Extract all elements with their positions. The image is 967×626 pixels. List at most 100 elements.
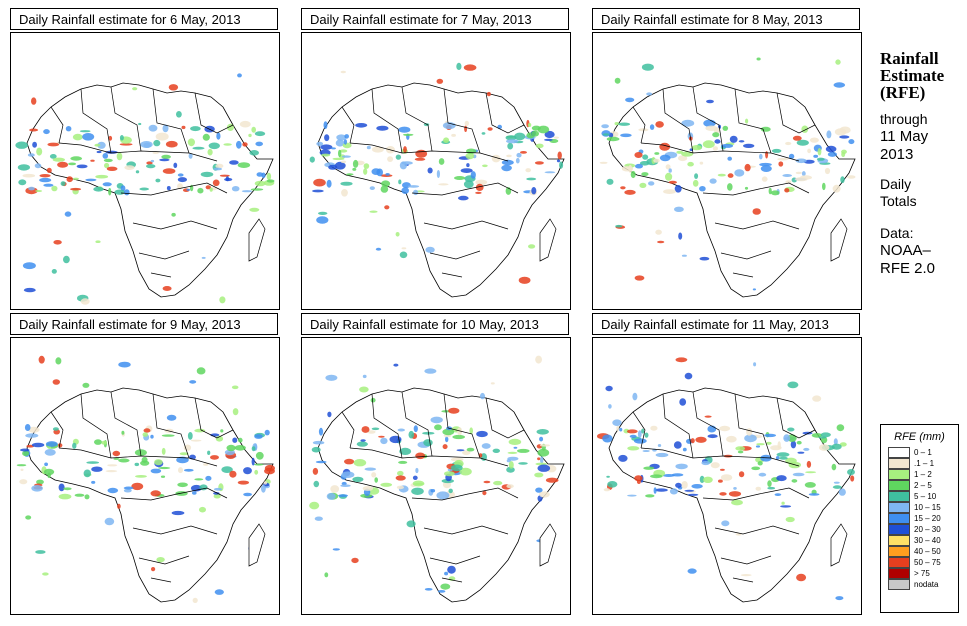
rainfall-patch xyxy=(514,132,526,141)
rainfall-patch xyxy=(718,479,723,483)
rainfall-patch xyxy=(706,99,714,104)
rainfall-patch xyxy=(516,152,522,158)
legend-label: 40 – 50 xyxy=(914,547,941,556)
rainfall-patch xyxy=(370,397,376,403)
rainfall-patch xyxy=(642,450,650,452)
legend-swatch xyxy=(888,524,910,535)
rainfall-patch xyxy=(795,171,802,175)
panel-title: Daily Rainfall estimate for 10 May, 2013 xyxy=(301,313,569,335)
rainfall-patch xyxy=(629,434,637,438)
country-border xyxy=(732,272,754,278)
rainfall-patch xyxy=(95,174,109,179)
rainfall-patch xyxy=(156,557,165,563)
rainfall-patch xyxy=(759,162,772,167)
rainfall-patch xyxy=(507,142,514,150)
country-border xyxy=(734,393,772,459)
country-border xyxy=(485,397,525,439)
rainfall-patch xyxy=(540,456,544,464)
rainfall-patch xyxy=(192,491,197,495)
rainfall-patch xyxy=(681,119,695,127)
rainfall-patch xyxy=(625,97,635,103)
rainfall-patch xyxy=(344,458,355,465)
rainfall-patch xyxy=(20,468,24,471)
legend-title: RFE (mm) xyxy=(894,431,945,443)
rainfall-patch xyxy=(436,78,444,84)
legend-label: 1 – 2 xyxy=(914,470,932,479)
rainfall-patch xyxy=(213,167,223,171)
rainfall-patch xyxy=(399,447,412,455)
legend-item: 5 – 10 xyxy=(888,491,958,502)
rainfall-patch xyxy=(463,64,477,71)
map-panel-10-may: Daily Rainfall estimate for 10 May, 2013 xyxy=(301,313,571,615)
sidebar-title-line: (RFE) xyxy=(880,83,926,102)
rainfall-patch xyxy=(797,451,805,454)
legend-item: 30 – 40 xyxy=(888,535,958,546)
rainfall-patch xyxy=(657,444,662,447)
legend-swatch xyxy=(888,546,910,557)
country-border xyxy=(401,391,433,457)
rainfall-patch xyxy=(695,436,707,443)
rainfall-patch xyxy=(764,433,777,438)
rainfall-patch xyxy=(841,149,847,154)
country-border xyxy=(429,250,481,260)
rainfall-patch xyxy=(359,386,369,393)
rainfall-patch xyxy=(674,206,684,212)
rainfall-patch xyxy=(74,493,85,497)
rainfall-patch xyxy=(506,154,512,158)
rainfall-patch xyxy=(650,474,663,479)
sidebar-info: Rainfall Estimate (RFE) through 11 May 2… xyxy=(880,50,960,278)
rainfall-patch xyxy=(254,131,266,137)
rainfall-patch xyxy=(676,150,684,154)
legend-item: 50 – 75 xyxy=(888,557,958,568)
rainfall-patch xyxy=(104,517,115,526)
rainfall-patch xyxy=(340,484,351,487)
legend-item: 40 – 50 xyxy=(888,546,958,557)
country-border xyxy=(714,525,800,535)
rainfall-patch xyxy=(820,432,831,438)
rainfall-patch xyxy=(776,475,787,482)
rainfall-patch xyxy=(528,244,536,249)
rainfall-patch xyxy=(51,185,58,192)
rainfall-patch xyxy=(34,163,42,169)
sidebar-title-line: Rainfall xyxy=(880,49,939,68)
rainfall-patch xyxy=(413,189,419,196)
rainfall-patch xyxy=(425,246,435,253)
rainfall-patch xyxy=(719,492,727,496)
rainfall-patch xyxy=(440,583,451,590)
panel-title: Daily Rainfall estimate for 7 May, 2013 xyxy=(301,8,569,30)
rainfall-patch xyxy=(553,136,560,139)
rainfall-patch xyxy=(620,186,626,190)
rainfall-patch xyxy=(225,176,229,182)
rainfall-patch xyxy=(389,435,402,444)
sidebar-data-source: RFE 2.0 xyxy=(880,260,936,277)
rainfall-patch xyxy=(452,434,465,440)
rainfall-patch xyxy=(398,126,411,133)
madagascar-outline xyxy=(830,218,848,262)
legend-label: 0 – 1 xyxy=(914,448,932,457)
rainfall-patch xyxy=(627,446,640,451)
rainfall-patch xyxy=(104,162,110,169)
rainfall-patch xyxy=(344,134,349,139)
rainfall-patch xyxy=(601,124,609,129)
rainfall-patch xyxy=(527,123,532,127)
rainfall-patch xyxy=(91,466,103,472)
rainfall-patch xyxy=(721,143,734,148)
rainfall-patch xyxy=(399,251,408,259)
rainfall-patch xyxy=(634,152,643,158)
rainfall-patch xyxy=(101,440,107,445)
country-border xyxy=(150,272,172,278)
rainfall-patch xyxy=(335,139,345,147)
rainfall-patch xyxy=(731,499,743,506)
sidebar-data-label: Data: xyxy=(880,225,914,241)
rainfall-patch xyxy=(162,168,176,174)
rainfall-patch xyxy=(795,158,807,164)
rainfall-patch xyxy=(657,240,665,244)
rainfall-patch xyxy=(704,415,712,418)
rainfall-patch xyxy=(312,440,325,445)
legend-label: nodata xyxy=(914,580,939,589)
rainfall-patch xyxy=(534,161,544,165)
rainfall-patch xyxy=(463,180,474,189)
rainfall-patch xyxy=(737,450,744,454)
rainfall-patch xyxy=(399,161,407,170)
rainfall-patch xyxy=(135,475,147,478)
